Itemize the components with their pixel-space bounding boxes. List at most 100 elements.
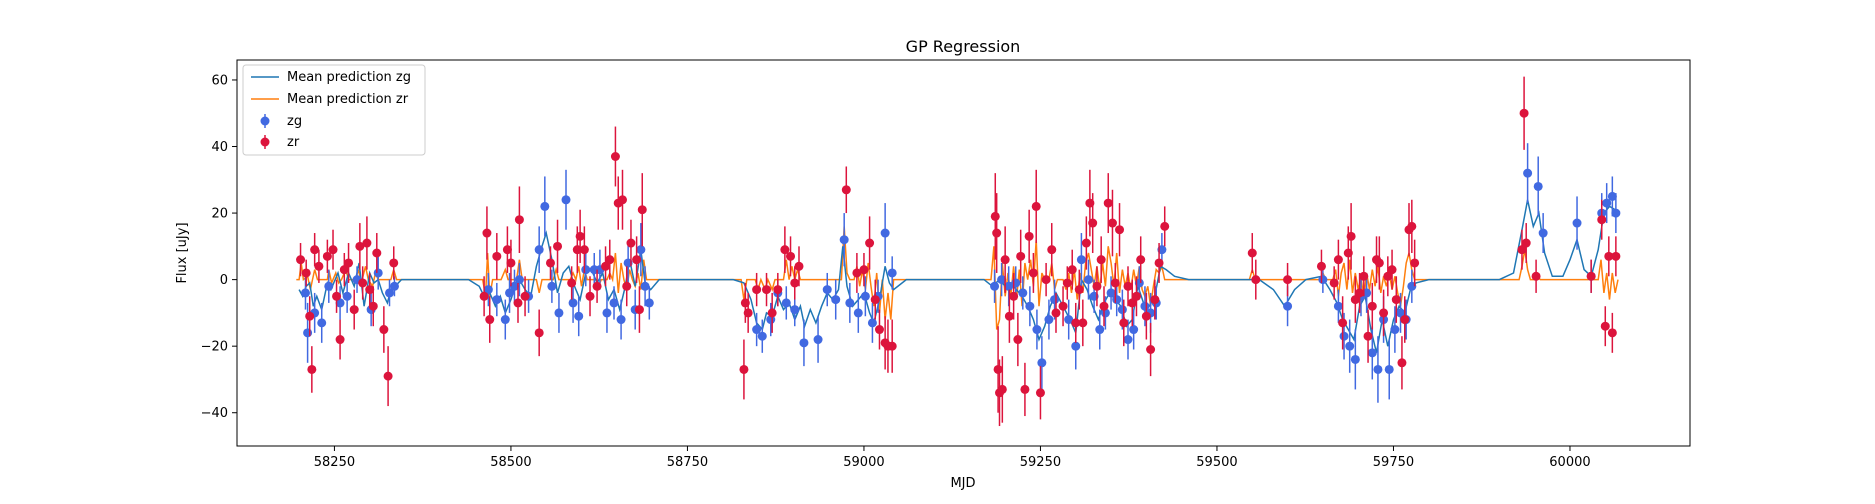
legend-box (242, 64, 426, 156)
zg-point (1106, 288, 1116, 298)
zg-point (1083, 275, 1093, 285)
zg-point (492, 295, 502, 305)
zr-point (1051, 308, 1061, 318)
legend-zg-marker (260, 116, 270, 126)
zr-point (492, 251, 502, 261)
zr-point (637, 205, 647, 215)
zr-point (852, 268, 862, 278)
mean-prediction-zr-line (296, 226, 1619, 330)
x-axis-label: MJD (950, 476, 975, 491)
zg-point (534, 245, 544, 255)
zr-point (585, 291, 595, 301)
zr-point (1009, 291, 1019, 301)
zr-point (339, 265, 349, 275)
zr-point (1123, 281, 1133, 291)
zg-point (867, 318, 877, 328)
zr-point (786, 251, 796, 261)
zr-point (383, 371, 393, 381)
zr-point (1028, 268, 1038, 278)
zg-point (813, 335, 823, 345)
zg-point (1607, 191, 1617, 201)
zr-point (1000, 255, 1010, 265)
zr-point (534, 328, 544, 338)
zg-point (1129, 325, 1139, 335)
zr-point (592, 281, 602, 291)
zr-point (1081, 238, 1091, 248)
zg-point (845, 298, 855, 308)
legend-entry-zg: zg (260, 114, 302, 129)
zr-point (579, 245, 589, 255)
zr-point (1391, 295, 1401, 305)
zr-point (1107, 218, 1117, 228)
zg-point (1611, 208, 1621, 218)
zr-point (1041, 275, 1051, 285)
zg-point (385, 288, 395, 298)
zg-point (1339, 331, 1349, 341)
zr-point (632, 255, 642, 265)
zg-point (1123, 335, 1133, 345)
chart-title: GP Regression (906, 37, 1021, 56)
zg-point (1018, 288, 1028, 298)
zr-point (335, 335, 345, 345)
zr-point (520, 291, 530, 301)
zg-point (636, 245, 646, 255)
zg-point (822, 285, 832, 295)
zr-point (874, 325, 884, 335)
zr-point (1283, 275, 1293, 285)
zr-point (773, 285, 783, 295)
zr-point (1074, 285, 1084, 295)
x-tick-label: 59500 (1196, 455, 1237, 470)
y-tick-label: 60 (211, 73, 228, 88)
zr-point (794, 261, 804, 271)
zr-point (1367, 301, 1377, 311)
zg-point (1350, 354, 1360, 364)
zr-point (1071, 318, 1081, 328)
zr-point (355, 241, 365, 251)
zr-point (362, 238, 372, 248)
zr-point (1141, 311, 1151, 321)
zr-point (513, 298, 523, 308)
zr-point (1127, 298, 1137, 308)
zr-point (1329, 278, 1339, 288)
zr-point (622, 281, 632, 291)
zg-point (574, 311, 584, 321)
zr-point (1604, 251, 1614, 261)
zg-point (1538, 228, 1548, 238)
legend-zr-marker (260, 137, 270, 147)
zr-point (1099, 301, 1109, 311)
zg-point (757, 331, 767, 341)
y-tick-label: −40 (201, 406, 228, 421)
zr-point (1407, 221, 1417, 231)
zr-point (767, 308, 777, 318)
zr-point (1400, 315, 1410, 325)
zr-point (372, 248, 382, 258)
zg-point (1032, 325, 1042, 335)
zr-point (1346, 231, 1356, 241)
zg-point (1004, 281, 1014, 291)
zg-point (1140, 301, 1150, 311)
zg-point (389, 281, 399, 291)
zg-point (500, 315, 510, 325)
zr-point (1316, 261, 1326, 271)
zr-point (1096, 255, 1106, 265)
zr-points-layer (296, 76, 1621, 427)
zg-point (373, 268, 383, 278)
zr-point (485, 315, 495, 325)
zr-point (870, 295, 880, 305)
zr-point (1247, 248, 1257, 258)
zr-point (865, 238, 875, 248)
zr-point (1110, 278, 1120, 288)
legend-entry-zg-line: Mean prediction zg (251, 70, 411, 85)
zg-point (1396, 308, 1406, 318)
zr-point (993, 364, 1003, 374)
zr-point (610, 152, 620, 161)
zr-point (762, 285, 772, 295)
zg-point (509, 281, 519, 291)
x-tick-label: 58500 (490, 455, 531, 470)
zr-point (1397, 358, 1407, 368)
x-tick-label: 59750 (1373, 455, 1414, 470)
zr-point (1154, 258, 1164, 268)
zg-point (568, 298, 578, 308)
zr-point (1092, 281, 1102, 291)
